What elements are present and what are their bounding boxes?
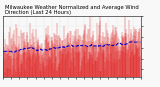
Text: Milwaukee Weather Normalized and Average Wind Direction (Last 24 Hours): Milwaukee Weather Normalized and Average… — [5, 5, 138, 15]
